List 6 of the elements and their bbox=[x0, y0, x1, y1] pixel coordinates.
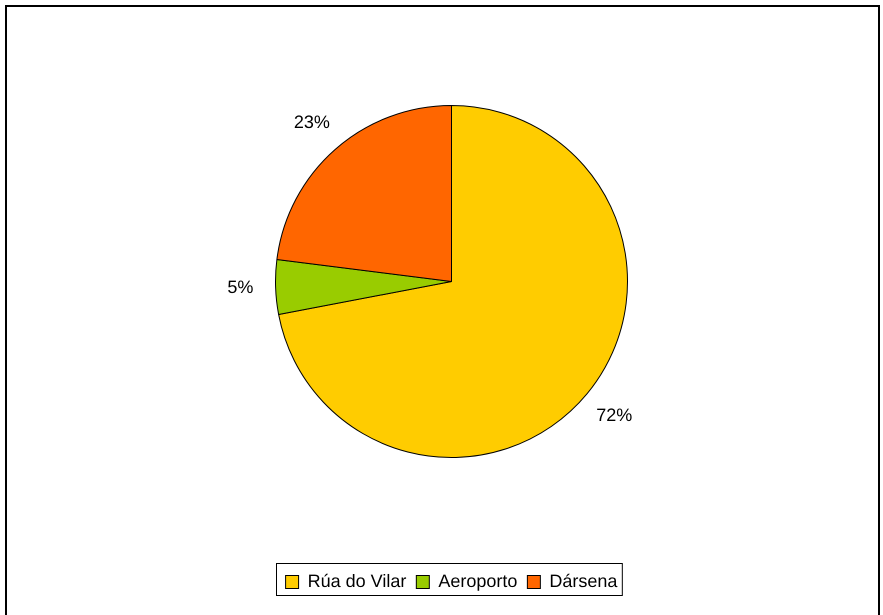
data-label: 5% bbox=[227, 277, 254, 298]
data-label: 23% bbox=[294, 112, 330, 132]
legend-label: Dársena bbox=[549, 570, 618, 591]
data-label: 72% bbox=[596, 405, 632, 426]
legend-label: Aeroporto bbox=[438, 570, 518, 591]
legend-label: Rúa do Vilar bbox=[308, 570, 406, 591]
